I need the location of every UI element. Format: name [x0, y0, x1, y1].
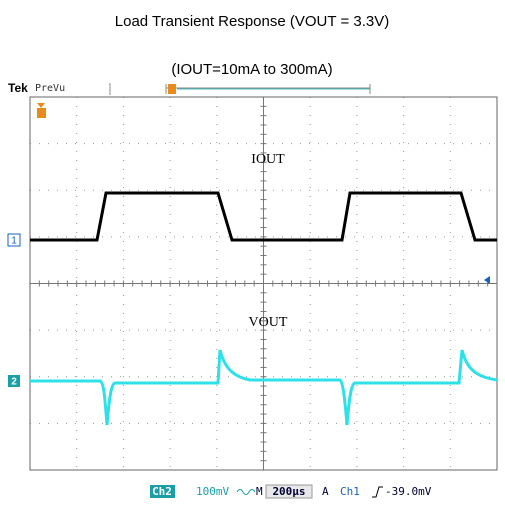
subtitle: (IOUT=10mA to 300mA)	[171, 61, 332, 78]
trace-label: VOUT	[249, 315, 288, 330]
page: Load Transient Response (VOUT = 3.3V) (I…	[0, 0, 505, 502]
scope-frame	[5, 80, 500, 498]
trace-label: IOUT	[251, 152, 285, 167]
brand: Tek	[8, 81, 28, 95]
channel-marker-label: 1	[11, 236, 17, 247]
scope-screen: Tek PreVu IOUT VOUT 1 2 Ch2 100mV M 200µ…	[5, 80, 500, 498]
status-timebase-prefix: M	[256, 485, 263, 498]
trigger-position	[168, 84, 176, 94]
status-scale: 100mV	[196, 485, 229, 498]
mode: PreVu	[35, 83, 65, 94]
status-channel: Ch2	[152, 485, 172, 498]
status-trigger-level: -39.0mV	[385, 485, 432, 498]
trigger-marker	[37, 108, 46, 118]
status-timebase: 200µs	[272, 485, 305, 498]
channel-marker-label: 2	[11, 377, 17, 388]
title: Load Transient Response (VOUT = 3.3V)	[115, 13, 389, 30]
status-trigger-mode: A	[322, 485, 329, 498]
status-trigger-source: Ch1	[340, 485, 360, 498]
